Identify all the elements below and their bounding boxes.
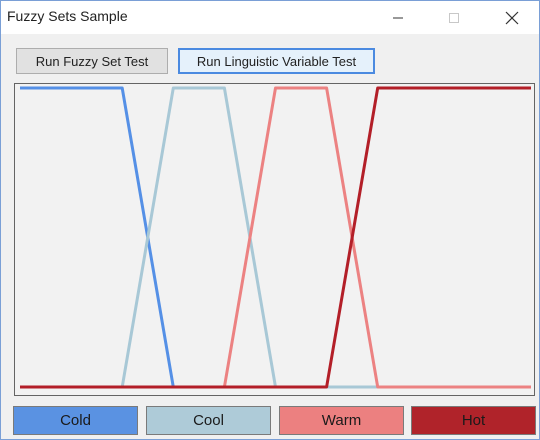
title-bar: Fuzzy Sets Sample <box>1 1 539 34</box>
close-icon <box>505 11 519 24</box>
window-title: Fuzzy Sets Sample <box>7 8 128 24</box>
minimize-button[interactable] <box>375 1 421 34</box>
legend-cold-button[interactable]: Cold <box>13 406 138 435</box>
run-fuzzy-set-test-button[interactable]: Run Fuzzy Set Test <box>16 48 168 74</box>
membership-plot <box>14 83 535 396</box>
series-line-hot <box>20 86 531 389</box>
series-line-cold <box>20 86 531 389</box>
run-linguistic-variable-test-button[interactable]: Run Linguistic Variable Test <box>178 48 375 74</box>
membership-chart <box>20 86 531 389</box>
legend-cool-button[interactable]: Cool <box>146 406 271 435</box>
minimize-icon <box>393 17 403 18</box>
maximize-button[interactable] <box>431 1 477 34</box>
series-line-cool <box>20 86 531 389</box>
close-button[interactable] <box>489 1 535 34</box>
maximize-icon <box>449 12 459 23</box>
series-line-warm <box>20 86 531 389</box>
legend-warm-button[interactable]: Warm <box>279 406 404 435</box>
legend-hot-button[interactable]: Hot <box>411 406 536 435</box>
